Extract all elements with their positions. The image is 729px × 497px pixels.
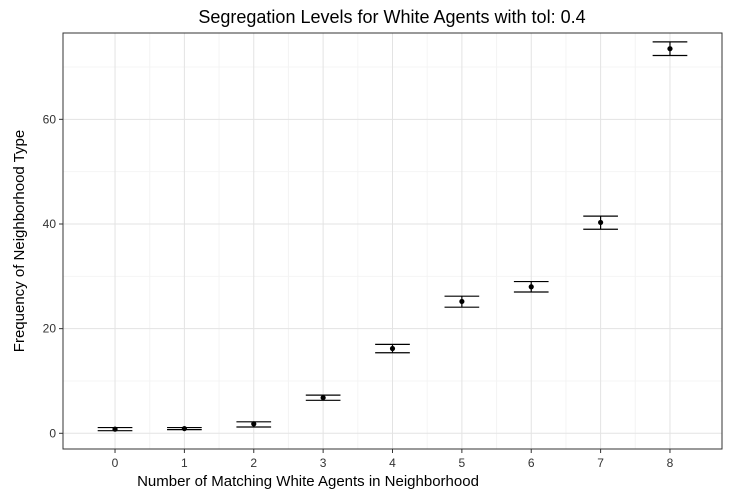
- x-axis-label: Number of Matching White Agents in Neigh…: [137, 473, 479, 490]
- data-point: [667, 46, 673, 52]
- data-point: [320, 395, 326, 401]
- y-axis-label: Frequency of Neighborhood Type: [11, 130, 28, 352]
- x-tick-label: 5: [459, 456, 466, 470]
- grid-layer: [63, 33, 722, 449]
- data-point: [598, 219, 604, 226]
- x-tick-label: 3: [320, 456, 327, 470]
- y-tick-label: 20: [43, 322, 57, 336]
- y-tick-label: 60: [43, 112, 57, 126]
- data-point: [459, 298, 465, 305]
- y-tick-label: 40: [43, 217, 57, 231]
- data-point: [251, 421, 257, 427]
- x-tick-label: 0: [112, 456, 119, 470]
- chart-title: Segregation Levels for White Agents with…: [198, 7, 585, 27]
- data-point-group: [375, 343, 410, 354]
- data-point: [528, 284, 534, 290]
- data-point-group: [167, 425, 202, 432]
- data-point-group: [513, 280, 549, 293]
- data-point-group: [236, 421, 272, 428]
- data-point-group: [652, 41, 688, 57]
- x-tick-label: 6: [528, 456, 535, 470]
- data-point: [112, 426, 118, 432]
- data-layer: [97, 41, 688, 432]
- data-point-group: [305, 394, 341, 401]
- axis-layer: 0 1 2 3 4 5 6 7 8 0 20 40 60: [43, 112, 674, 470]
- data-point-group: [583, 215, 618, 230]
- x-tick-label: 4: [389, 456, 396, 470]
- x-tick-label: 7: [597, 456, 604, 470]
- data-point-group: [444, 295, 480, 308]
- x-tick-label: 1: [181, 456, 188, 470]
- data-point: [389, 345, 396, 352]
- x-tick-label: 2: [250, 456, 257, 470]
- data-point: [181, 425, 187, 432]
- y-tick-label: 0: [49, 426, 56, 440]
- x-tick-label: 8: [667, 456, 674, 470]
- data-point-group: [97, 426, 133, 432]
